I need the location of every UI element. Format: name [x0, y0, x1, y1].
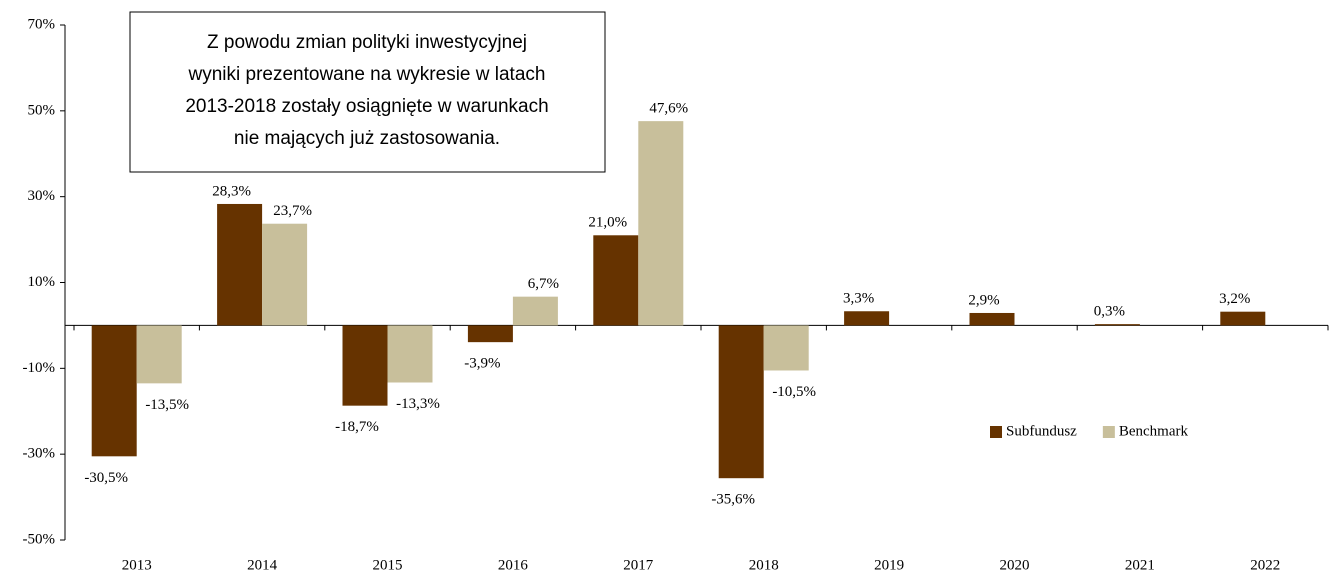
bar [638, 121, 684, 326]
bar [91, 325, 137, 457]
bar [1094, 324, 1140, 326]
annotation-text: 2013-2018 zostały osiągnięte w warunkach [185, 96, 548, 117]
x-tick-label: 2014 [247, 557, 278, 573]
bar [844, 311, 890, 326]
x-tick-label: 2015 [373, 557, 403, 573]
data-label: 6,7% [528, 276, 559, 292]
data-label: 28,3% [212, 183, 251, 199]
y-tick-label: 10% [28, 274, 56, 290]
x-tick-label: 2021 [1125, 557, 1155, 573]
bar [262, 223, 308, 326]
y-tick-label: -30% [23, 446, 56, 462]
annotation-box [129, 11, 606, 173]
bar [342, 325, 388, 406]
bar [217, 203, 263, 326]
bar [136, 325, 182, 384]
bar [593, 235, 639, 326]
x-tick-label: 2022 [1250, 557, 1280, 573]
data-label: 21,0% [588, 215, 627, 231]
y-tick-label: 50% [28, 102, 56, 118]
data-label: 3,3% [843, 291, 874, 307]
annotation-text: Z powodu zmian polityki inwestycyjnej [207, 32, 527, 53]
bar [512, 296, 558, 326]
legend-label: Subfundusz [1006, 423, 1077, 439]
x-tick-label: 2018 [749, 557, 779, 573]
data-label: 2,9% [968, 292, 999, 308]
annotation-text: wyniki prezentowane na wykresie w latach [188, 64, 546, 85]
data-label: -3,9% [464, 356, 500, 372]
annotation-text: nie mających już zastosowania. [234, 128, 500, 149]
data-label: 3,2% [1219, 291, 1250, 307]
y-tick-label: -10% [23, 360, 56, 376]
y-tick-label: 30% [28, 188, 56, 204]
data-label: -13,5% [145, 397, 189, 413]
legend-label: Benchmark [1119, 423, 1189, 439]
legend-swatch [990, 426, 1002, 438]
data-label: -10,5% [772, 384, 816, 400]
data-label: 0,3% [1094, 304, 1125, 320]
data-label: -35,6% [711, 492, 755, 508]
data-label: -18,7% [335, 419, 379, 435]
data-label: -30,5% [84, 470, 128, 486]
bar [969, 312, 1015, 326]
bar [467, 325, 513, 343]
x-tick-label: 2017 [623, 557, 654, 573]
legend-swatch [1102, 426, 1115, 438]
bar [718, 325, 764, 479]
x-tick-label: 2019 [874, 557, 904, 573]
bar [763, 325, 809, 371]
bar [1220, 311, 1266, 326]
x-tick-label: 2020 [1000, 557, 1030, 573]
data-label: -13,3% [396, 396, 440, 412]
data-label: 23,7% [273, 203, 312, 219]
data-label: 47,6% [649, 101, 688, 117]
x-tick-label: 2016 [498, 557, 529, 573]
y-tick-label: -50% [23, 531, 56, 547]
bar [387, 325, 433, 383]
y-tick-label: 70% [28, 16, 56, 32]
x-tick-label: 2013 [122, 557, 152, 573]
